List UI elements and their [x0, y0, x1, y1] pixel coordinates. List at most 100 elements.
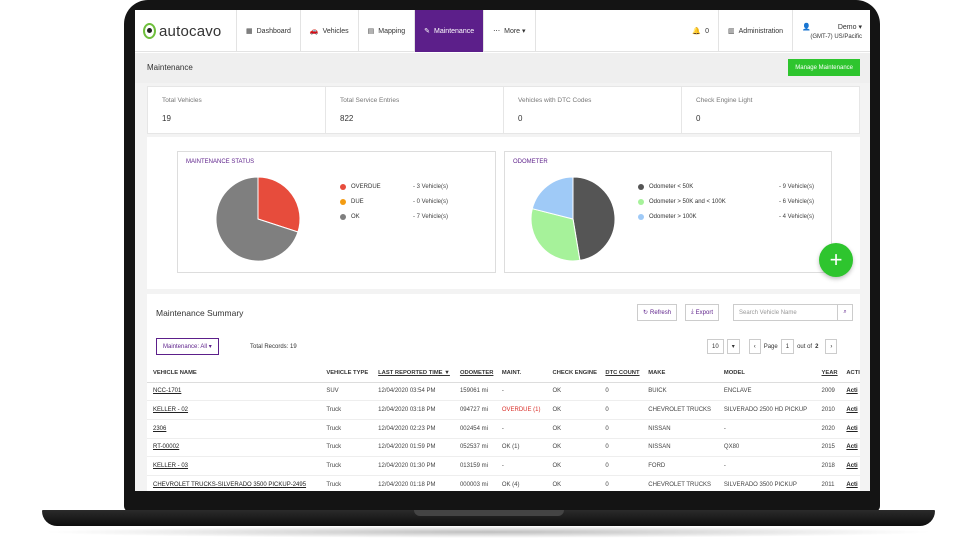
nav-mapping[interactable]: ▤ Mapping: [359, 10, 416, 52]
prev-page-button[interactable]: ‹: [748, 339, 761, 354]
column-header[interactable]: ODOMETER: [453, 364, 496, 383]
summary-title: Maintenance Summary: [156, 308, 244, 318]
laptop-notch: [414, 510, 564, 516]
notifications-button[interactable]: 🔔 0: [683, 10, 720, 52]
legend-value: - 9 Vehicle(s): [779, 183, 815, 190]
maintenance-filter[interactable]: Maintenance: All ▾: [156, 338, 219, 355]
refresh-button[interactable]: ↻ Refresh: [637, 304, 678, 321]
table-cell: OVERDUE (1): [495, 400, 547, 420]
table-row[interactable]: 2306 Truck 12/04/2020 02:23 PM 002454 mi - OK…: [147, 419, 860, 439]
column-header[interactable]: DTC COUNT: [599, 364, 643, 383]
export-icon: ⤓: [691, 309, 694, 315]
column-header: VEHICLE NAME: [147, 364, 321, 383]
table-cell: 12/04/2020 01:59 PM: [372, 438, 454, 458]
user-menu[interactable]: 👤 Demo ▾ (GMT-7) US/Pacific: [793, 10, 870, 52]
pie-slice-odometer-50k[interactable]: [572, 176, 616, 262]
pie-slice-odometer-100k[interactable]: [531, 176, 574, 220]
search-icon[interactable]: ⌕: [837, 305, 852, 320]
logo[interactable]: autocavo: [135, 10, 237, 52]
table-row[interactable]: RT-00002 Truck 12/04/2020 01:59 PM 052537 m…: [147, 438, 860, 458]
vehicle-name-link[interactable]: NCC-1701: [147, 382, 321, 402]
column-header: MAINT.: [495, 364, 547, 383]
legend-item[interactable]: Odometer > 100K - 4 Vehicle(s): [638, 209, 814, 224]
stat-value: 19: [162, 114, 171, 123]
action-link[interactable]: Acti: [840, 419, 860, 439]
table-cell: Truck: [320, 475, 373, 491]
administration-link[interactable]: ▥ Administration: [719, 10, 793, 52]
table-cell: 2011: [815, 475, 841, 491]
table-cell: QX80: [717, 438, 816, 458]
odometer-panel: ODOMETER Odometer < 50K - 9 Vehicle(s) Odo…: [504, 151, 832, 273]
table-row[interactable]: NCC-1701 SUV 12/04/2020 03:54 PM 159061 mi -…: [147, 382, 860, 402]
search-placeholder: Search Vehicle Name: [739, 309, 797, 316]
table-cell: 013159 mi: [453, 456, 496, 476]
table-cell: ENCLAVE: [717, 382, 816, 402]
vehicle-name-link[interactable]: KELLER - 02: [147, 400, 321, 420]
legend-dot-icon: [340, 198, 346, 205]
legend-dot-icon: [638, 183, 644, 190]
nav-vehicles[interactable]: 🚗 Vehicles: [301, 10, 359, 52]
action-link[interactable]: Acti: [840, 475, 860, 491]
pie-slice-ok[interactable]: [215, 176, 299, 262]
nav-dashboard[interactable]: ▦ Dashboard: [237, 10, 301, 52]
maintenance-status-title: MAINTENANCE STATUS: [186, 159, 255, 165]
next-page-button[interactable]: ›: [825, 339, 838, 354]
vehicle-name-link[interactable]: KELLER - 03: [147, 456, 321, 476]
table-row[interactable]: CHEVROLET TRUCKS-SILVERADO 3500 PICKUP-2…: [147, 475, 860, 491]
notification-count: 0: [705, 27, 710, 35]
pie-slice-overdue[interactable]: [257, 176, 301, 233]
table-cell: 159061 mi: [453, 382, 496, 402]
legend-item[interactable]: Odometer < 50K - 9 Vehicle(s): [638, 179, 814, 194]
table-cell: OK: [546, 382, 600, 402]
legend-value: - 7 Vehicle(s): [413, 213, 449, 220]
action-link[interactable]: Acti: [840, 456, 860, 476]
table-cell: 0: [599, 456, 643, 476]
column-header: CHECK ENGINE: [546, 364, 600, 383]
legend-name: Odometer < 50K: [649, 183, 694, 190]
table-row[interactable]: KELLER - 03 Truck 12/04/2020 01:30 PM 01315…: [147, 456, 860, 476]
legend-name: Odometer > 50K and < 100K: [649, 198, 726, 205]
action-link[interactable]: Acti: [840, 382, 860, 402]
legend-value: - 4 Vehicle(s): [779, 213, 815, 220]
stat-card: Vehicles with DTC Codes 0: [504, 87, 682, 133]
manage-maintenance-button[interactable]: Manage Maintenance: [788, 59, 860, 76]
odometer-legend: Odometer < 50K - 9 Vehicle(s) Odometer > 5…: [638, 179, 814, 224]
column-header[interactable]: LAST REPORTED TIME ▼: [372, 364, 454, 383]
legend-item[interactable]: DUE - 0 Vehicle(s): [340, 194, 448, 209]
pie-slice-odometer-50k-and-100k[interactable]: [530, 208, 581, 262]
column-header: MODEL: [717, 364, 816, 383]
maintenance-status-legend: OVERDUE - 3 Vehicle(s) DUE - 0 Vehicle(s) OK…: [340, 179, 448, 224]
table-cell: 12/04/2020 03:54 PM: [372, 382, 454, 402]
nav-more[interactable]: ⋯ More ▾: [484, 10, 536, 52]
page-size-chevron-icon[interactable]: ▾: [726, 339, 740, 354]
nav-maintenance[interactable]: ✎ Maintenance: [415, 10, 485, 52]
legend-dot-icon: [638, 198, 644, 205]
column-header[interactable]: YEAR: [815, 364, 841, 383]
export-button[interactable]: ⤓ Export: [685, 304, 719, 321]
action-link[interactable]: Acti: [840, 400, 860, 420]
vehicle-name-link[interactable]: CHEVROLET TRUCKS-SILVERADO 3500 PICKUP-2…: [147, 475, 321, 491]
stat-label: Check Engine Light: [696, 97, 753, 104]
add-button[interactable]: +: [819, 243, 853, 277]
page-label: Page: [763, 343, 778, 350]
stat-value: 0: [696, 114, 701, 123]
table-row[interactable]: KELLER - 02 Truck 12/04/2020 03:18 PM 09472…: [147, 400, 860, 420]
table-cell: 0: [599, 382, 643, 402]
page-size-select[interactable]: 10: [707, 339, 724, 354]
vehicle-name-link[interactable]: 2306: [147, 419, 321, 439]
legend-item[interactable]: OK - 7 Vehicle(s): [340, 209, 448, 224]
vehicle-name-link[interactable]: RT-00002: [147, 438, 321, 458]
table-cell: OK: [546, 475, 600, 491]
maintenance-table: VEHICLE NAME VEHICLE TYPE LAST REPORTED TI…: [147, 364, 860, 491]
action-link[interactable]: Acti: [840, 438, 860, 458]
table-cell: Truck: [320, 438, 373, 458]
search-input[interactable]: Search Vehicle Name ⌕: [733, 304, 853, 321]
stat-value: 0: [518, 114, 523, 123]
legend-item[interactable]: OVERDUE - 3 Vehicle(s): [340, 179, 448, 194]
table-cell: NISSAN: [642, 438, 718, 458]
administration-label: Administration: [738, 27, 783, 35]
legend-item[interactable]: Odometer > 50K and < 100K - 6 Vehicle(s): [638, 194, 814, 209]
nav-item-label: Dashboard: [256, 27, 291, 35]
stats-row: Total Vehicles 19 Total Service Entries 822…: [147, 86, 860, 134]
page-input[interactable]: 1: [780, 339, 795, 354]
